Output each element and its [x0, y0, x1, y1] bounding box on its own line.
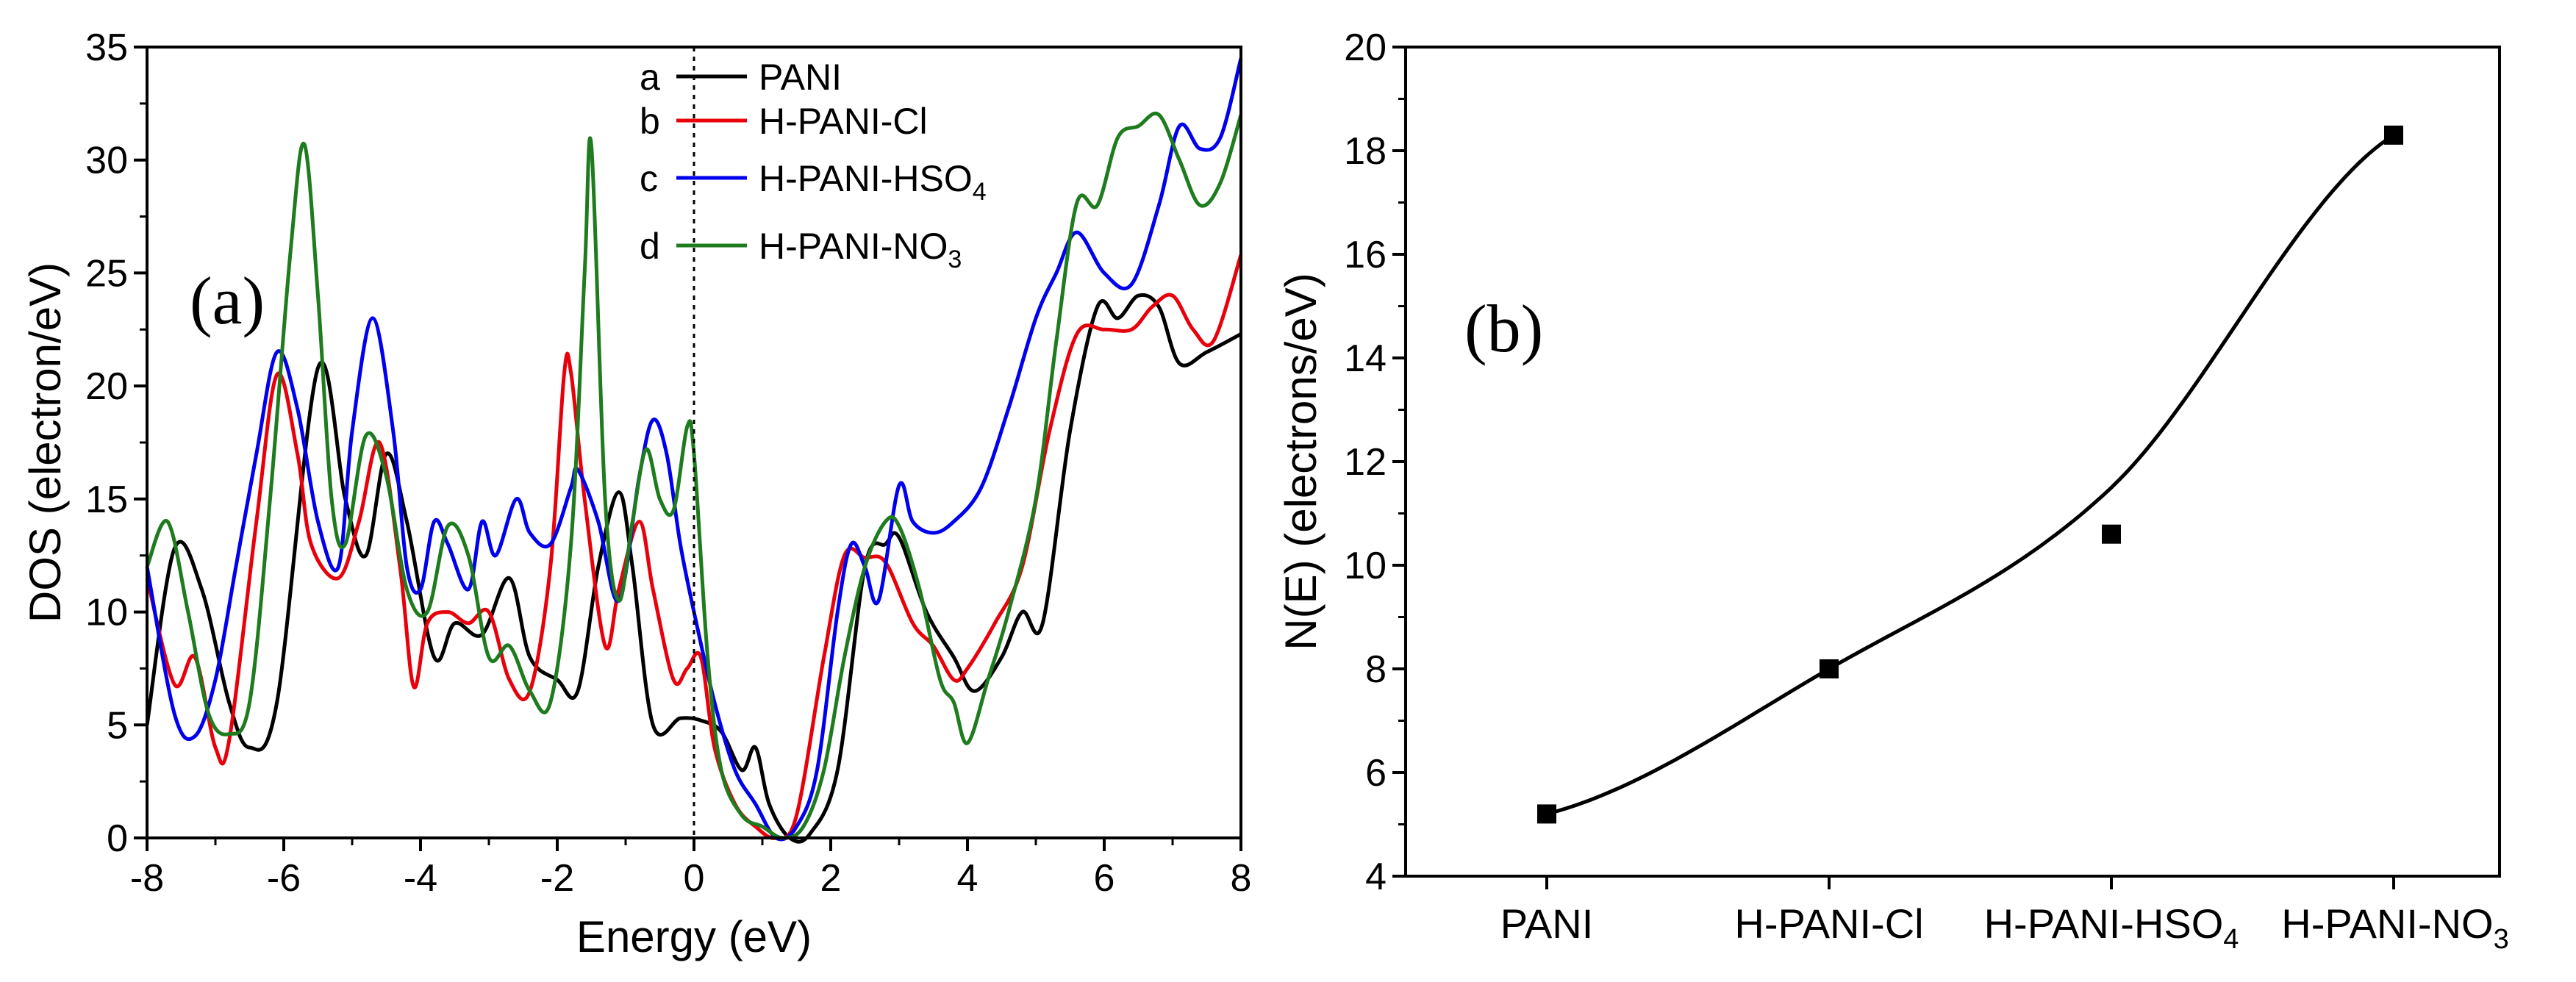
legend-label: H-PANI-HSO4	[759, 158, 987, 206]
y-tick-label: 15	[85, 479, 128, 521]
legend-entry-h-pani-hso4: c H-PANI-HSO4	[640, 158, 987, 206]
legend-entry-h-pani-no3: d H-PANI-NO3	[640, 226, 962, 273]
category-label-h-pani-no3: H-PANI-NO3	[2281, 900, 2508, 955]
legend-label: H-PANI-Cl	[759, 101, 928, 142]
panel-a-y-axis-label: DOS (electron/eV)	[21, 262, 70, 623]
x-tick-label: -4	[404, 857, 437, 900]
y-tick-label: 20	[85, 365, 128, 408]
y-tick-label: 16	[1344, 234, 1387, 276]
category-label-h-pani-hso4: H-PANI-HSO4	[1984, 900, 2239, 955]
panel-b-category-labels: PANI H-PANI-Cl H-PANI-HSO4 H-PANI-NO3	[1500, 900, 2509, 955]
y-tick-label: 10	[85, 592, 128, 634]
legend-letter: b	[640, 101, 660, 142]
panel-a-series-group	[145, 57, 1243, 844]
x-tick-label: 6	[1094, 857, 1115, 900]
panel-b-ne-chart: 4 6 8 10 12 14 16 18 20 (b) PANI H-PANI-Cl H-PAN…	[1276, 26, 2509, 955]
y-tick-label: 14	[1344, 337, 1387, 380]
legend-entry-h-pani-cl: b H-PANI-Cl	[640, 101, 928, 142]
series-line-h-pani-cl	[145, 254, 1243, 840]
panel-b-label: (b)	[1464, 291, 1543, 366]
panel-b-y-axis-label: N(E) (electrons/eV)	[1276, 273, 1325, 650]
y-tick-label: 12	[1344, 441, 1387, 484]
panel-a-legend: a PANI b H-PANI-Cl c H-PANI-HSO4 d H-PAN…	[640, 57, 987, 273]
panel-b-series-group	[1537, 125, 2403, 824]
data-point-h-pani-cl	[1820, 659, 1839, 678]
y-tick-label: 25	[85, 252, 128, 295]
panel-a-dos-chart: -8 -6 -4 -2 0 2 4 6 8 0 5 10 15 20 25 30 35 (a) a PANI b…	[21, 26, 1251, 961]
x-tick-label: -8	[130, 857, 164, 900]
legend-entry-pani: a PANI	[640, 57, 842, 98]
fit-curve	[1546, 133, 2395, 816]
y-tick-label: 10	[1344, 545, 1387, 587]
data-point-pani	[1537, 804, 1556, 824]
y-tick-label: 0	[107, 817, 128, 860]
panel-a-x-axis-label: Energy (eV)	[576, 912, 812, 961]
legend-letter: c	[640, 158, 658, 199]
data-point-h-pani-hso4	[2102, 524, 2121, 544]
y-tick-label: 35	[85, 26, 128, 69]
panel-b-frame	[1404, 46, 2501, 878]
x-tick-label: 8	[1231, 857, 1252, 900]
x-tick-label: 4	[957, 857, 978, 900]
y-tick-label: 30	[85, 140, 128, 182]
x-tick-label: -6	[267, 857, 301, 900]
series-line-h-pani-no3	[145, 111, 1243, 840]
data-point-h-pani-no3	[2384, 125, 2403, 145]
y-tick-label: 20	[1344, 26, 1387, 69]
panel-b-ticks: 4 6 8 10 12 14 16 18 20	[1344, 26, 2395, 898]
category-label-h-pani-cl: H-PANI-Cl	[1734, 900, 1923, 947]
y-tick-label: 8	[1365, 648, 1387, 691]
legend-label: H-PANI-NO3	[759, 226, 962, 273]
legend-letter: a	[640, 57, 660, 98]
category-label-pani: PANI	[1500, 900, 1594, 947]
y-tick-label: 6	[1365, 752, 1387, 795]
panel-a-label: (a)	[190, 263, 265, 338]
series-line-pani	[145, 293, 1242, 844]
y-tick-label: 18	[1344, 130, 1387, 173]
legend-letter: d	[640, 226, 660, 267]
y-tick-label: 5	[107, 704, 128, 747]
legend-label: PANI	[759, 57, 842, 98]
x-tick-label: -2	[540, 857, 574, 900]
panel-a-ticks: -8 -6 -4 -2 0 2 4 6 8 0 5 10 15 20 25 30 35	[85, 26, 1251, 900]
y-tick-label: 4	[1365, 856, 1387, 898]
x-tick-label: 2	[820, 857, 842, 900]
x-tick-label: 0	[684, 857, 705, 900]
